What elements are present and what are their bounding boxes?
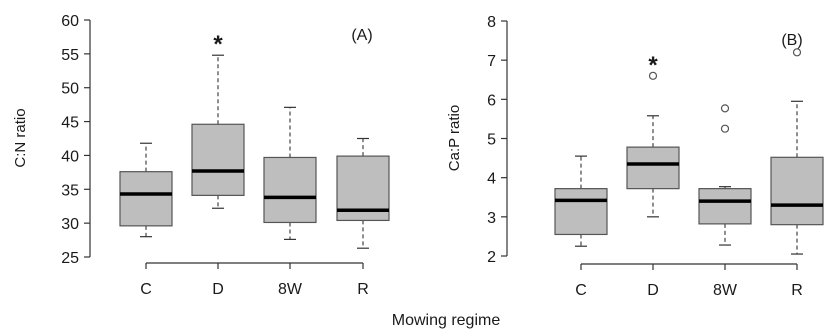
significance-asterisk: * (648, 52, 658, 79)
y-axis-label: C:N ratio (12, 108, 29, 167)
panel-label: (B) (781, 32, 802, 49)
box-iqr (770, 156, 824, 226)
box-iqr (554, 188, 608, 236)
y-tick-label: 40 (61, 148, 79, 165)
y-tick-label: 4 (487, 171, 496, 188)
box-D: * (191, 31, 245, 209)
y-tick-label: 55 (61, 47, 79, 64)
outlier-point (720, 104, 730, 113)
panel-b-chart: 2 3 4 5 6 7 8 Ca:P ratio C D 8W R * (B) (446, 14, 824, 299)
y-tick-label: 7 (487, 53, 496, 70)
panel-a-chart: 25 30 35 40 45 50 55 60 C:N ratio C D 8W R * (A) (12, 13, 390, 298)
y-tick-label: 50 (61, 81, 79, 98)
y-tick-label: 60 (61, 13, 79, 30)
significance-asterisk: * (213, 31, 223, 58)
box-R (770, 48, 824, 255)
box-D: * (626, 52, 680, 218)
x-tick-label: R (791, 282, 803, 299)
y-tick-label: 35 (61, 182, 79, 199)
x-tick-label: 8W (278, 281, 303, 298)
y-tick-label: 25 (61, 250, 79, 267)
y-tick-label: 45 (61, 115, 79, 132)
box-8W (698, 104, 752, 246)
y-axis-label: Ca:P ratio (446, 105, 463, 171)
outlier-point (792, 48, 802, 57)
outlier-point (720, 124, 730, 133)
x-tick-label: 8W (713, 282, 738, 299)
panel-label: (A) (351, 27, 372, 44)
box-R (336, 137, 390, 249)
x-tick-label: R (357, 281, 369, 298)
y-tick-label: 30 (61, 216, 79, 233)
x-tick-label: C (575, 282, 587, 299)
y-tick-label: 8 (487, 14, 496, 31)
box-iqr (626, 146, 680, 190)
x-axis-label: Mowing regime (392, 312, 501, 329)
y-tick-label: 2 (487, 249, 496, 266)
y-tick-label: 6 (487, 92, 496, 109)
box-iqr (119, 171, 173, 227)
y-tick-label: 3 (487, 210, 496, 227)
box-C (554, 155, 608, 247)
box-iqr (191, 123, 245, 196)
x-tick-label: D (647, 282, 659, 299)
x-tick-label: D (212, 281, 224, 298)
x-tick-label: C (140, 281, 152, 298)
box-C (119, 142, 173, 238)
box-8W (263, 106, 317, 240)
outlier-point (648, 71, 658, 80)
box-iqr (263, 156, 317, 224)
y-tick-label: 5 (487, 132, 496, 149)
box-iqr (698, 188, 752, 225)
